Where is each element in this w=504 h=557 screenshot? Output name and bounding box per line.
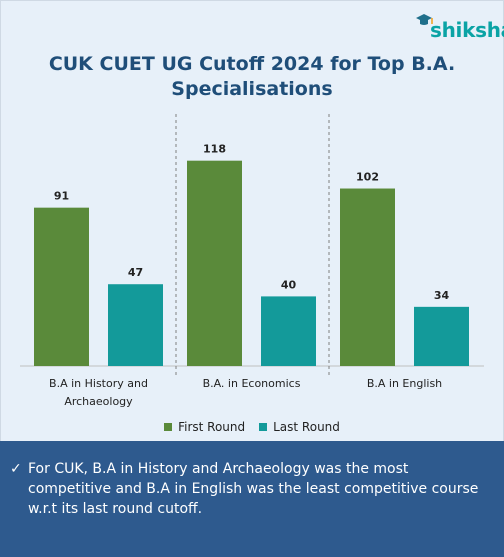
data-label-first-round-3: 102 [356, 171, 379, 184]
legend-item-first-round: First Round [164, 420, 245, 434]
category-label-2: B.A. in Economics [203, 377, 301, 390]
legend: First Round Last Round [0, 420, 504, 434]
category-label-1: B.A in History and Archaeology [49, 377, 148, 408]
bar-last-round-1 [108, 284, 163, 366]
legend-swatch [259, 423, 268, 431]
bar-first-round-2 [187, 160, 242, 366]
legend-swatch [164, 423, 173, 431]
bar-first-round-1 [34, 207, 89, 366]
insight-note: ✓ For CUK, B.A in History and Archaeolog… [0, 441, 504, 557]
data-label-first-round-2: 118 [203, 143, 226, 156]
bar-chart: 91 47 B.A in History and Archaeology 118 40 B.… [20, 114, 484, 408]
bar-last-round-3 [414, 306, 469, 366]
data-label-last-round-2: 40 [281, 278, 297, 291]
brand-logo: shiksha [430, 18, 504, 42]
category-label-3: B.A in English [367, 377, 442, 390]
graduation-cap-icon [416, 14, 433, 25]
legend-label: Last Round [273, 420, 340, 434]
checkmark-icon: ✓ [10, 461, 22, 477]
data-label-first-round-1: 91 [54, 190, 69, 203]
bar-last-round-2 [261, 296, 316, 366]
bar-first-round-3 [340, 188, 395, 366]
chart-title: CUK CUET UG Cutoff 2024 for Top B.A. Spe… [48, 53, 456, 100]
data-label-last-round-1: 47 [128, 266, 143, 279]
data-label-last-round-3: 34 [434, 289, 450, 302]
legend-label: First Round [178, 420, 246, 434]
insight-text: For CUK, B.A in History and Archaeology … [28, 461, 479, 517]
legend-item-last-round: Last Round [259, 420, 340, 434]
